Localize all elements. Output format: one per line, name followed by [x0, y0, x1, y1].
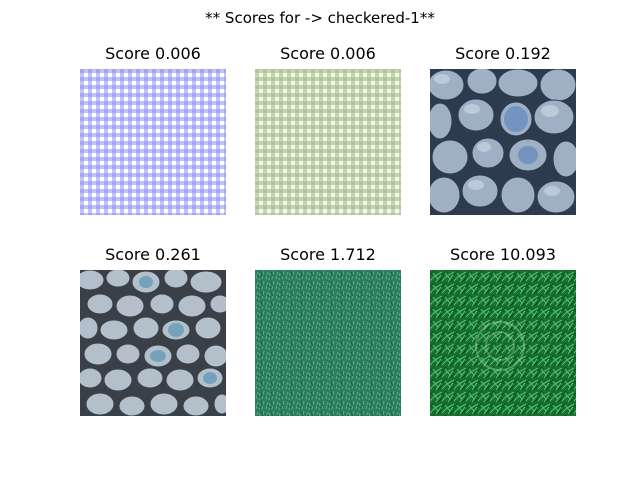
- panel-3-score: Score 0.192: [455, 44, 551, 63]
- panel-1-score: Score 0.006: [105, 44, 201, 63]
- panel-2-score: Score 0.006: [280, 44, 376, 63]
- pebbles-image: [80, 270, 226, 416]
- green-grass-image: [430, 270, 576, 416]
- teal-grass-image: [255, 270, 401, 416]
- panel-4-score: Score 0.261: [105, 245, 201, 264]
- stone-wall-image: [430, 69, 576, 215]
- watermark-seal: [475, 321, 525, 371]
- blue-gingham-image: [80, 69, 226, 215]
- panel-6-score: Score 10.093: [450, 245, 556, 264]
- green-gingham-image: [255, 69, 401, 215]
- figure-title: ** Scores for -> checkered-1**: [205, 9, 435, 27]
- panel-5-score: Score 1.712: [280, 245, 376, 264]
